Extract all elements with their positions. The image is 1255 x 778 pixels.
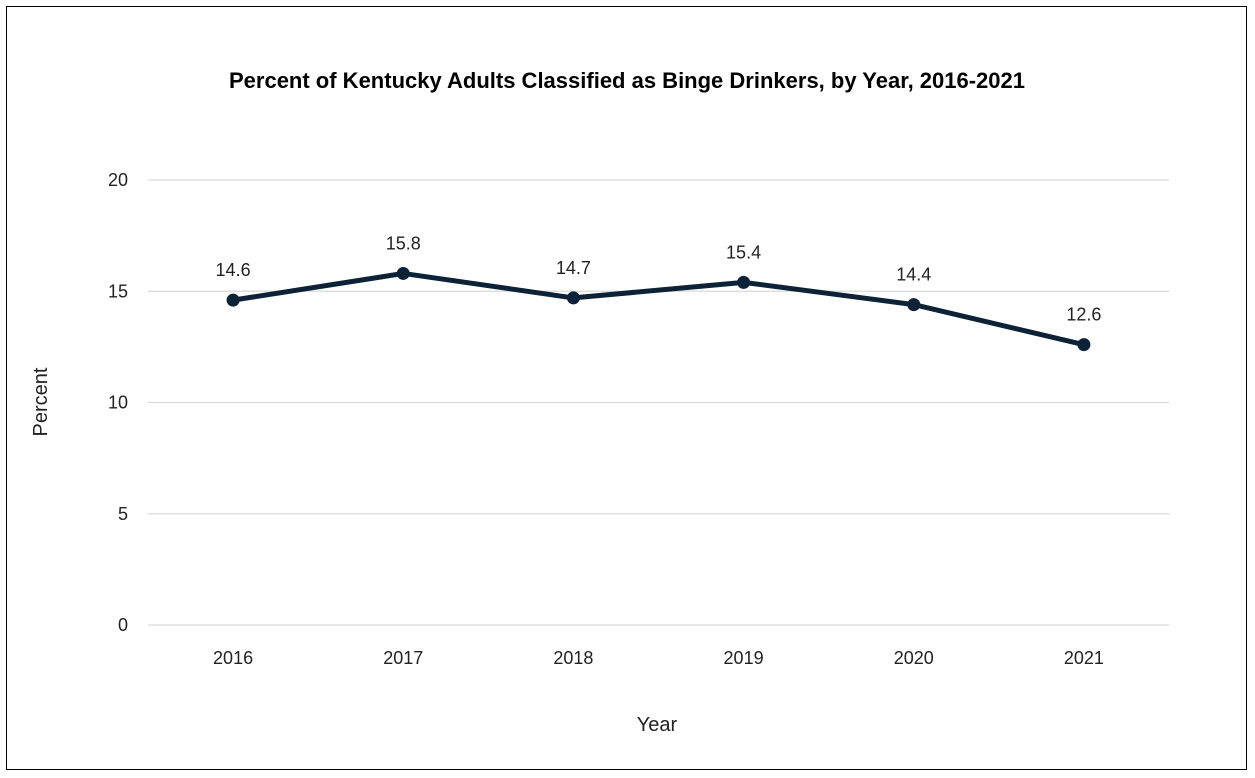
gridlines xyxy=(148,179,1169,626)
series-line-path xyxy=(230,270,1087,348)
data-point xyxy=(737,275,751,289)
data-label: 14.4 xyxy=(896,265,931,285)
data-label: 15.4 xyxy=(726,242,761,262)
data-point xyxy=(396,266,410,280)
data-label: 14.6 xyxy=(216,260,251,280)
x-tick-label: 2020 xyxy=(894,648,934,668)
series-line xyxy=(230,270,1087,348)
x-tick-label: 2017 xyxy=(383,648,423,668)
x-tick-label: 2019 xyxy=(724,648,764,668)
chart-frame xyxy=(6,6,1247,770)
y-tick-label: 15 xyxy=(108,281,128,301)
x-axis-label: Year xyxy=(637,714,678,736)
x-tick-label: 2016 xyxy=(213,648,253,668)
data-labels: 14.6 15.8 14.7 15.4 14.4 12.6 xyxy=(216,233,1102,324)
y-tick-label: 5 xyxy=(118,504,128,524)
data-label: 15.8 xyxy=(386,233,421,253)
data-point xyxy=(226,293,240,307)
x-axis-ticks: 2016 2017 2018 2019 2020 2021 xyxy=(213,648,1104,668)
data-points xyxy=(226,266,1091,352)
data-label: 12.6 xyxy=(1066,305,1101,325)
data-label: 14.7 xyxy=(556,258,591,278)
data-point xyxy=(907,298,921,312)
x-tick-label: 2021 xyxy=(1064,648,1104,668)
data-point xyxy=(566,291,580,305)
y-tick-label: 10 xyxy=(108,393,128,413)
y-axis-ticks: 0 5 10 15 20 xyxy=(108,170,128,635)
chart-title: Percent of Kentucky Adults Classified as… xyxy=(229,68,1025,93)
y-tick-label: 0 xyxy=(118,615,128,635)
data-point xyxy=(1077,338,1091,352)
y-tick-label: 20 xyxy=(108,170,128,190)
x-tick-label: 2018 xyxy=(553,648,593,668)
y-axis-label: Percent xyxy=(30,367,52,436)
